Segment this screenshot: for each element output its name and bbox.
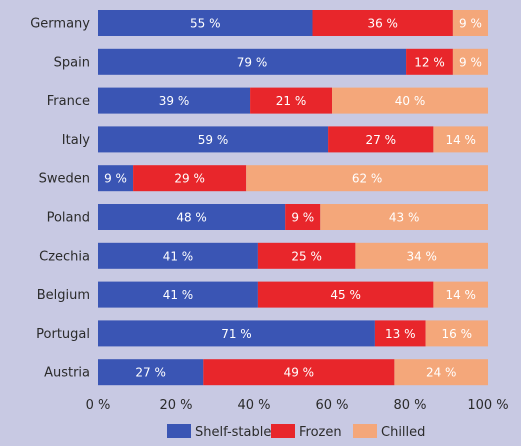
x-tick-label: 80 % (393, 398, 426, 413)
data-label: 62 % (352, 172, 383, 186)
bar-segment (452, 10, 488, 36)
data-label: 40 % (395, 94, 426, 108)
bar-segment (257, 242, 356, 269)
category-label: Austria (44, 366, 90, 381)
data-label: 45 % (330, 288, 361, 302)
data-label: 79 % (237, 55, 268, 69)
category-label: France (47, 94, 90, 109)
data-label: 16 % (442, 327, 473, 341)
bar-segment (98, 281, 258, 308)
bar-segment (257, 281, 434, 308)
x-tick-label: 40 % (237, 398, 270, 413)
bar-segment (133, 165, 247, 192)
bars-group: 55 % 36 % 9 % 79 % 12 % 9 % 39 % 21 % 40 % 59 % 27… (98, 10, 488, 386)
x-axis-ticks: 0 % 20 % 40 % 60 % 80 % 100 % (86, 398, 509, 413)
bar-segment (425, 320, 488, 347)
data-label: 12 % (414, 55, 445, 69)
category-label: Germany (30, 17, 90, 32)
category-label: Czechia (39, 249, 90, 264)
x-tick-label: 60 % (315, 398, 348, 413)
bar-segment (98, 87, 251, 114)
data-label: 14 % (445, 133, 476, 147)
data-label: 34 % (406, 249, 437, 263)
legend-swatch (271, 424, 295, 438)
data-label: 9 % (459, 55, 482, 69)
bar-segment (98, 320, 375, 347)
bar-segment (98, 48, 407, 75)
data-label: 9 % (104, 172, 127, 186)
legend-swatch (167, 424, 191, 438)
data-label: 41 % (163, 249, 194, 263)
legend-label: Frozen (299, 425, 342, 440)
bar-segment (374, 320, 426, 347)
bar-segment (98, 10, 313, 36)
data-label: 21 % (276, 94, 307, 108)
bar-segment (98, 359, 204, 386)
data-label: 59 % (198, 133, 229, 147)
x-tick-label: 20 % (159, 398, 192, 413)
bar-segment (203, 359, 395, 386)
bar-segment (250, 87, 332, 114)
bar-segment (312, 10, 453, 36)
data-label: 9 % (291, 211, 314, 225)
data-label: 43 % (389, 211, 420, 225)
bar-segment (98, 126, 329, 153)
data-label: 24 % (426, 366, 457, 380)
data-label: 49 % (284, 366, 315, 380)
data-label: 41 % (163, 288, 194, 302)
x-tick-label: 0 % (86, 398, 111, 413)
x-tick-label: 100 % (467, 398, 508, 413)
bar-segment (328, 126, 434, 153)
category-label: Poland (47, 211, 90, 226)
bar-segment (355, 242, 488, 269)
legend-label: Chilled (381, 425, 425, 440)
legend: Shelf-stable Frozen Chilled (167, 424, 425, 440)
bar-segment (406, 48, 453, 75)
data-label: 9 % (459, 17, 482, 31)
data-label: 48 % (176, 211, 207, 225)
bar-segment (320, 204, 488, 230)
category-labels: Germany Spain France Italy Sweden Poland Czech… (30, 17, 90, 381)
data-label: 13 % (385, 327, 416, 341)
data-label: 55 % (190, 17, 221, 31)
bar-segment (98, 204, 286, 230)
data-label: 39 % (159, 94, 190, 108)
data-label: 29 % (174, 172, 205, 186)
data-label: 25 % (291, 249, 322, 263)
bar-segment (285, 204, 321, 230)
bar-segment (433, 281, 488, 308)
data-label: 27 % (366, 133, 397, 147)
category-label: Belgium (37, 288, 90, 303)
legend-label: Shelf-stable (195, 425, 271, 440)
bar-segment (452, 48, 488, 75)
legend-swatch (353, 424, 377, 438)
bar-segment (433, 126, 488, 153)
bar-segment (332, 87, 488, 114)
bar-segment (98, 242, 258, 269)
data-label: 27 % (135, 366, 166, 380)
data-label: 36 % (367, 17, 398, 31)
category-label: Portugal (36, 327, 90, 342)
category-label: Spain (54, 55, 90, 70)
bar-segment (98, 165, 134, 192)
category-label: Sweden (39, 172, 90, 187)
category-label: Italy (62, 133, 91, 148)
bar-segment (394, 359, 488, 386)
bar-segment (246, 165, 488, 192)
data-label: 14 % (445, 288, 476, 302)
data-label: 71 % (221, 327, 252, 341)
